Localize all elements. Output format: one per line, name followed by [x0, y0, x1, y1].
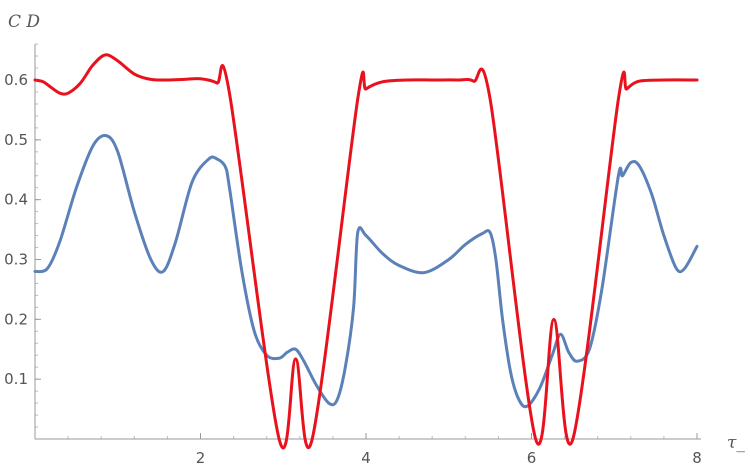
y-tick-label: 0.1: [4, 370, 28, 388]
x-ticks: 2 4 6 8: [196, 433, 702, 467]
y-axis-title: C D: [8, 12, 40, 32]
x-axis-title: τ_: [727, 433, 745, 453]
y-tick-label: 0.6: [4, 71, 28, 89]
series-layer: [33, 53, 699, 450]
x-tick-label: 6: [527, 449, 537, 467]
series-line-red: [33, 53, 699, 450]
x-tick-label: 8: [692, 449, 702, 467]
series-line-blue: [33, 133, 699, 409]
minor-ticks: [35, 43, 698, 439]
x-tick-label: 4: [361, 449, 371, 467]
y-tick-label: 0.2: [4, 310, 28, 328]
y-tick-label: 0.5: [4, 131, 28, 149]
y-tick-label: 0.4: [4, 191, 28, 209]
y-ticks: 0.1 0.2 0.3 0.4 0.5 0.6: [4, 71, 41, 388]
x-tick-label: 2: [196, 449, 206, 467]
y-tick-label: 0.3: [4, 251, 28, 269]
